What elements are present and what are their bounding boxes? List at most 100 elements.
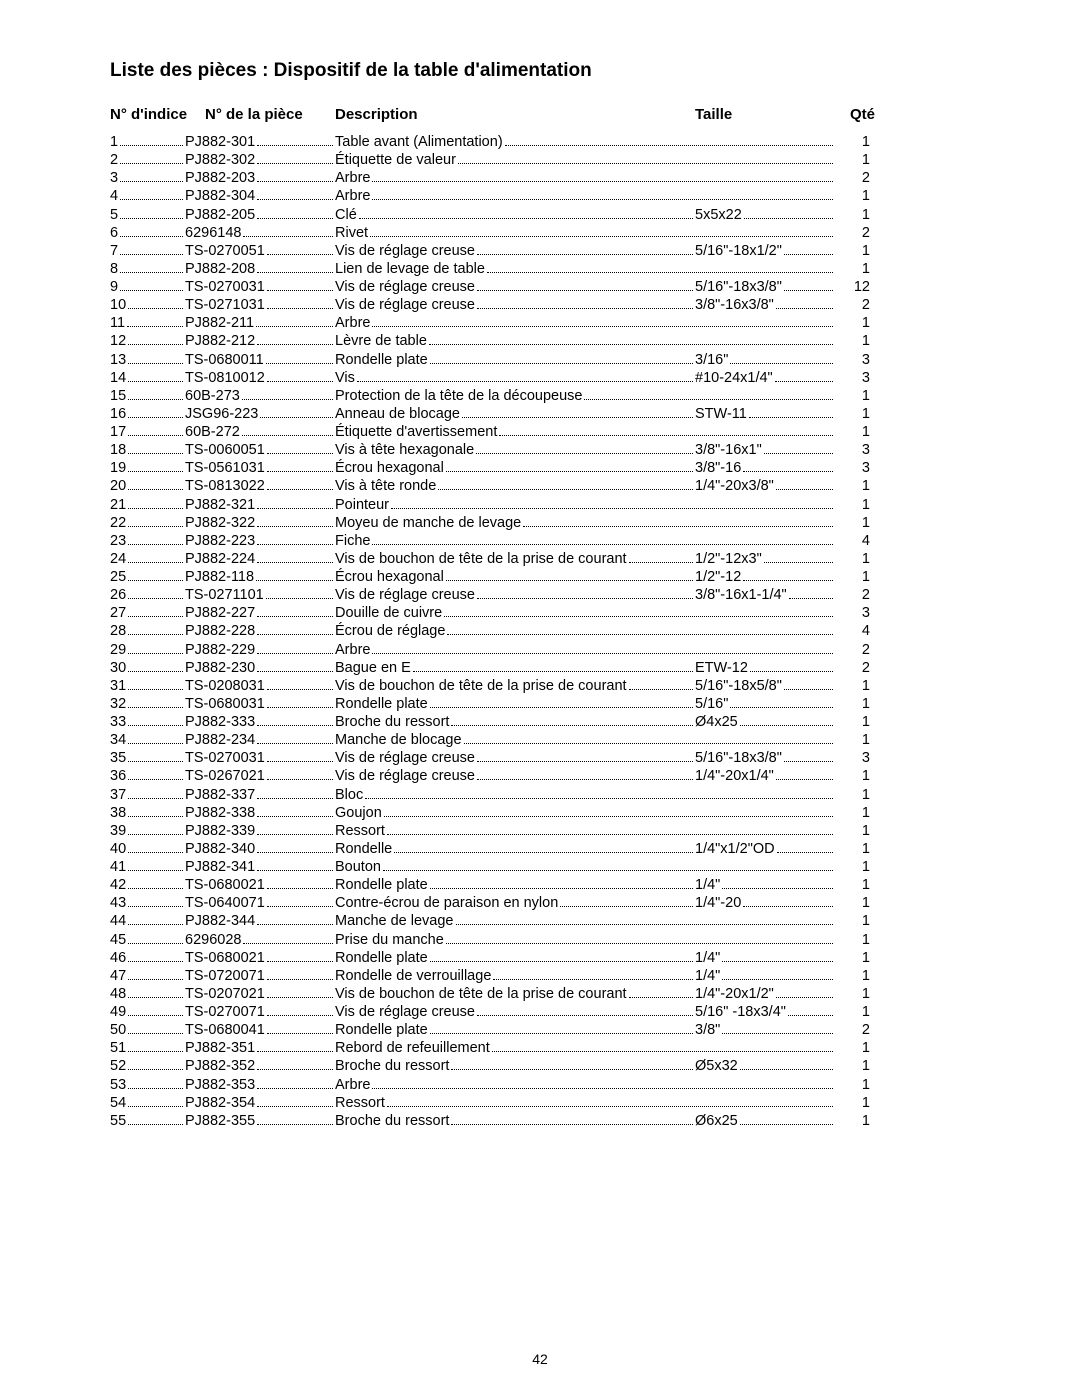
table-cell: Ø5x32 — [695, 1057, 835, 1075]
table-cell: TS-0813022 — [185, 477, 335, 495]
table-cell: 6 — [110, 224, 185, 242]
table-cell: 1 — [835, 1112, 870, 1130]
table-cell: PJ882-118 — [185, 568, 335, 586]
table-row: 34PJ882-234Manche de blocage1 — [110, 731, 970, 749]
table-cell: Lèvre de table — [335, 332, 835, 350]
table-cell: 10 — [110, 296, 185, 314]
table-cell: 1 — [835, 967, 870, 985]
table-cell: 52 — [110, 1057, 185, 1075]
table-row: 54PJ882-354Ressort1 — [110, 1094, 970, 1112]
parts-list-page: Liste des pièces : Dispositif de la tabl… — [0, 0, 1080, 1397]
table-cell: 1 — [835, 496, 870, 514]
table-cell: Rondelle plate — [335, 876, 695, 894]
table-row: 13TS-0680011Rondelle plate3/16"3 — [110, 351, 970, 369]
table-row: 22PJ882-322Moyeu de manche de levage1 — [110, 514, 970, 532]
table-cell: 54 — [110, 1094, 185, 1112]
table-cell: 51 — [110, 1039, 185, 1057]
table-cell: 1 — [835, 387, 870, 405]
table-cell: 55 — [110, 1112, 185, 1130]
table-row: 66296148Rivet2 — [110, 224, 970, 242]
table-cell: PJ882-354 — [185, 1094, 335, 1112]
table-cell: Vis de bouchon de tête de la prise de co… — [335, 677, 695, 695]
table-cell: 11 — [110, 314, 185, 332]
table-cell: TS-0680021 — [185, 949, 335, 967]
table-row: 48TS-0207021Vis de bouchon de tête de la… — [110, 985, 970, 1003]
table-row: 28PJ882-228Écrou de réglage4 — [110, 622, 970, 640]
table-cell: 50 — [110, 1021, 185, 1039]
table-row: 5PJ882-205Clé5x5x221 — [110, 206, 970, 224]
table-cell: Vis de réglage creuse — [335, 767, 695, 785]
table-cell: 3 — [835, 459, 870, 477]
table-cell: Vis de bouchon de tête de la prise de co… — [335, 550, 695, 568]
table-cell: 39 — [110, 822, 185, 840]
table-cell: TS-0810012 — [185, 369, 335, 387]
table-cell: Rondelle plate — [335, 351, 695, 369]
table-cell: TS-0271101 — [185, 586, 335, 604]
table-cell: TS-0208031 — [185, 677, 335, 695]
table-cell: 16 — [110, 405, 185, 423]
table-cell: 1 — [110, 133, 185, 151]
table-row: 44PJ882-344Manche de levage1 — [110, 912, 970, 930]
page-number: 42 — [0, 1351, 1080, 1367]
table-cell: Broche du ressort — [335, 1057, 695, 1075]
table-cell: 31 — [110, 677, 185, 695]
table-cell: PJ882-304 — [185, 187, 335, 205]
table-cell: 48 — [110, 985, 185, 1003]
table-cell: Vis de réglage creuse — [335, 749, 695, 767]
table-row: 52PJ882-352Broche du ressortØ5x321 — [110, 1057, 970, 1075]
table-cell: 42 — [110, 876, 185, 894]
table-row: 51PJ882-351Rebord de refeuillement1 — [110, 1039, 970, 1057]
table-cell: TS-0680031 — [185, 695, 335, 713]
table-cell: Clé — [335, 206, 695, 224]
table-cell: 1 — [835, 332, 870, 350]
table-cell: 19 — [110, 459, 185, 477]
table-cell: 23 — [110, 532, 185, 550]
table-row: 2PJ882-302Étiquette de valeur1 — [110, 151, 970, 169]
table-cell: 36 — [110, 767, 185, 785]
table-row: 40PJ882-340Rondelle1/4"x1/2"OD1 — [110, 840, 970, 858]
table-cell: 47 — [110, 967, 185, 985]
table-cell: PJ882-230 — [185, 659, 335, 677]
table-row: 26TS-0271101Vis de réglage creuse3/8"-16… — [110, 586, 970, 604]
table-cell: Écrou de réglage — [335, 622, 835, 640]
table-cell: Pointeur — [335, 496, 835, 514]
table-row: 37PJ882-337Bloc1 — [110, 786, 970, 804]
table-cell: 5x5x22 — [695, 206, 835, 224]
table-row: 32TS-0680031Rondelle plate5/16"1 — [110, 695, 970, 713]
table-cell: 40 — [110, 840, 185, 858]
table-cell: 1 — [835, 931, 870, 949]
table-cell: 6296148 — [185, 224, 335, 242]
table-cell: 60B-272 — [185, 423, 335, 441]
header-desc: Description — [335, 106, 695, 123]
table-cell: 1 — [835, 187, 870, 205]
table-cell: 28 — [110, 622, 185, 640]
table-cell: Fiche — [335, 532, 835, 550]
table-cell: 4 — [835, 622, 870, 640]
table-cell: 1 — [835, 822, 870, 840]
table-cell: 26 — [110, 586, 185, 604]
header-qty: Qté — [835, 106, 875, 123]
table-cell: 30 — [110, 659, 185, 677]
table-cell: 49 — [110, 1003, 185, 1021]
table-cell: Rondelle plate — [335, 949, 695, 967]
table-cell: 17 — [110, 423, 185, 441]
table-cell: 1/2"-12 — [695, 568, 835, 586]
table-row: 7TS-0270051Vis de réglage creuse5/16"-18… — [110, 242, 970, 260]
table-cell: 1 — [835, 858, 870, 876]
table-cell: 2 — [835, 641, 870, 659]
table-cell: Vis de réglage creuse — [335, 586, 695, 604]
table-cell: Ø4x25 — [695, 713, 835, 731]
table-cell: 1/4"-20 — [695, 894, 835, 912]
table-cell: 22 — [110, 514, 185, 532]
header-size: Taille — [695, 106, 835, 123]
table-cell: TS-0207021 — [185, 985, 335, 1003]
table-cell: 3 — [835, 441, 870, 459]
table-cell: 1/4"-20x3/8" — [695, 477, 835, 495]
table-cell: 3/16" — [695, 351, 835, 369]
table-cell: Vis de réglage creuse — [335, 296, 695, 314]
table-cell: 3/8"-16x3/8" — [695, 296, 835, 314]
table-row: 35TS-0270031Vis de réglage creuse5/16"-1… — [110, 749, 970, 767]
table-cell: 1 — [835, 695, 870, 713]
table-cell: 1 — [835, 804, 870, 822]
table-cell: 3/8"-16x1" — [695, 441, 835, 459]
